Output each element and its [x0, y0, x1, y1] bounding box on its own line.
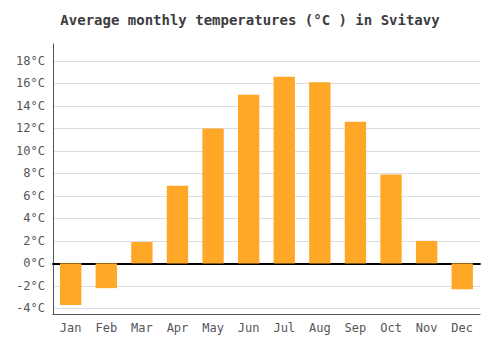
svg-text:-4°C: -4°C	[16, 301, 45, 315]
svg-text:May: May	[202, 321, 224, 335]
svg-text:-2°C: -2°C	[16, 279, 45, 293]
svg-text:16°C: 16°C	[16, 76, 45, 90]
svg-text:Feb: Feb	[95, 321, 117, 335]
svg-text:Sep: Sep	[345, 321, 367, 335]
svg-text:Oct: Oct	[380, 321, 402, 335]
svg-text:Apr: Apr	[167, 321, 189, 335]
svg-text:8°C: 8°C	[23, 166, 45, 180]
svg-text:Jul: Jul	[273, 321, 295, 335]
svg-text:18°C: 18°C	[16, 54, 45, 68]
svg-text:Aug: Aug	[309, 321, 331, 335]
svg-text:Average monthly temperatures (: Average monthly temperatures (°C ) in Sv…	[60, 12, 440, 28]
svg-text:Dec: Dec	[451, 321, 473, 335]
svg-text:Mar: Mar	[131, 321, 153, 335]
svg-text:Jun: Jun	[238, 321, 260, 335]
svg-text:12°C: 12°C	[16, 121, 45, 135]
svg-text:0°C: 0°C	[23, 256, 45, 270]
svg-text:4°C: 4°C	[23, 211, 45, 225]
svg-text:Nov: Nov	[416, 321, 438, 335]
svg-text:2°C: 2°C	[23, 234, 45, 248]
svg-text:6°C: 6°C	[23, 189, 45, 203]
svg-text:Jan: Jan	[60, 321, 82, 335]
svg-text:10°C: 10°C	[16, 144, 45, 158]
svg-text:14°C: 14°C	[16, 99, 45, 113]
